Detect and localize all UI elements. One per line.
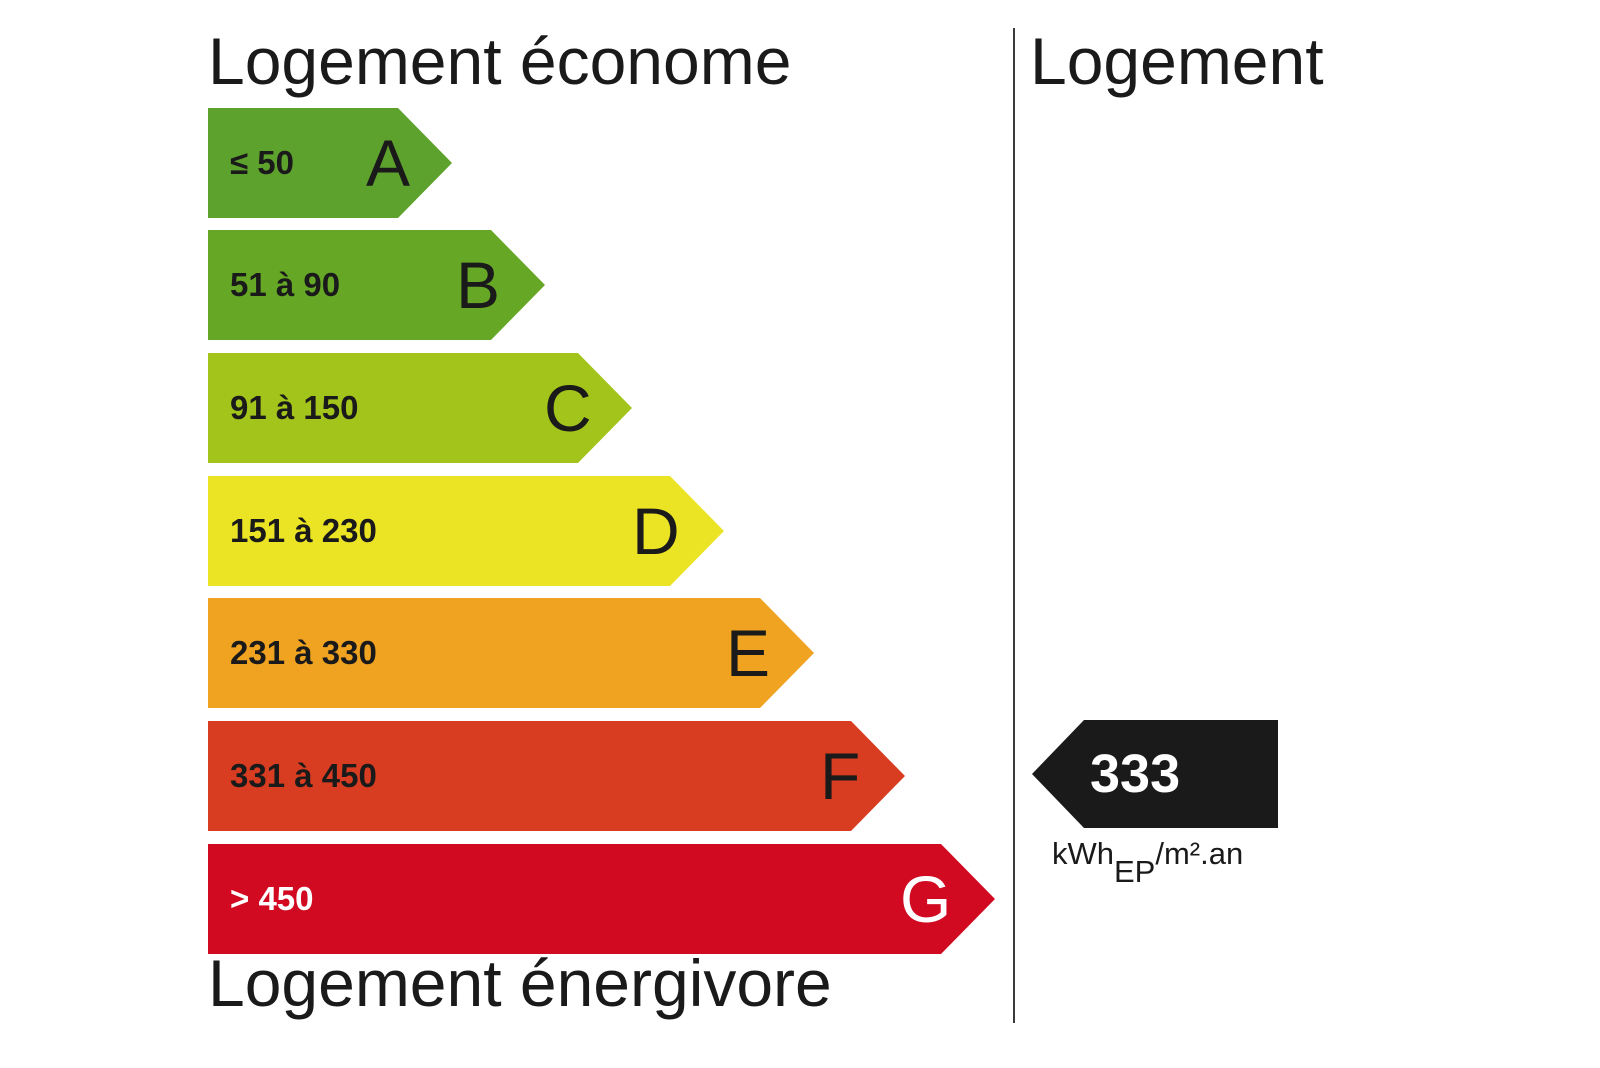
- band-g-arrow: [208, 844, 995, 954]
- unit-tail: /m².an: [1155, 836, 1244, 871]
- band-a: ≤ 50 A: [208, 108, 452, 218]
- title-bottom: Logement énergivore: [208, 946, 832, 1020]
- rating-value: 333: [1090, 744, 1181, 804]
- band-e-range: 231 à 330: [230, 634, 377, 671]
- title-right: Logement: [1030, 24, 1324, 98]
- band-a-range: ≤ 50: [230, 144, 294, 181]
- unit-label: kWhEP/m².an: [1052, 836, 1243, 890]
- band-d-letter: D: [632, 494, 680, 568]
- unit-subscript: EP: [1114, 854, 1156, 889]
- band-e-letter: E: [726, 616, 771, 690]
- band-b: 51 à 90 B: [208, 230, 545, 340]
- band-e-arrow: [208, 598, 814, 708]
- band-d-range: 151 à 230: [230, 512, 377, 549]
- band-a-letter: A: [366, 126, 411, 200]
- title-top: Logement économe: [208, 24, 792, 98]
- band-f-arrow: [208, 721, 905, 831]
- band-g-range: > 450: [230, 880, 314, 917]
- band-d-arrow: [208, 476, 724, 586]
- band-e: 231 à 330 E: [208, 598, 814, 708]
- band-b-range: 51 à 90: [230, 266, 341, 303]
- unit-main: kWh: [1052, 836, 1114, 871]
- column-divider: [1013, 28, 1015, 1023]
- rating-marker: 333: [1032, 720, 1278, 828]
- band-c-arrow: [208, 353, 632, 463]
- band-b-arrow: [208, 230, 545, 340]
- band-c-range: 91 à 150: [230, 389, 359, 426]
- band-f-letter: F: [820, 739, 861, 813]
- band-c: 91 à 150 C: [208, 353, 632, 463]
- band-b-letter: B: [456, 248, 501, 322]
- band-g: > 450 G: [208, 844, 995, 954]
- band-a-arrow: [208, 108, 452, 218]
- band-c-letter: C: [544, 371, 592, 445]
- band-g-letter: G: [900, 862, 952, 936]
- rating-marker-arrow: [1032, 720, 1278, 828]
- band-f: 331 à 450 F: [208, 721, 905, 831]
- band-d: 151 à 230 D: [208, 476, 724, 586]
- band-f-range: 331 à 450: [230, 757, 377, 794]
